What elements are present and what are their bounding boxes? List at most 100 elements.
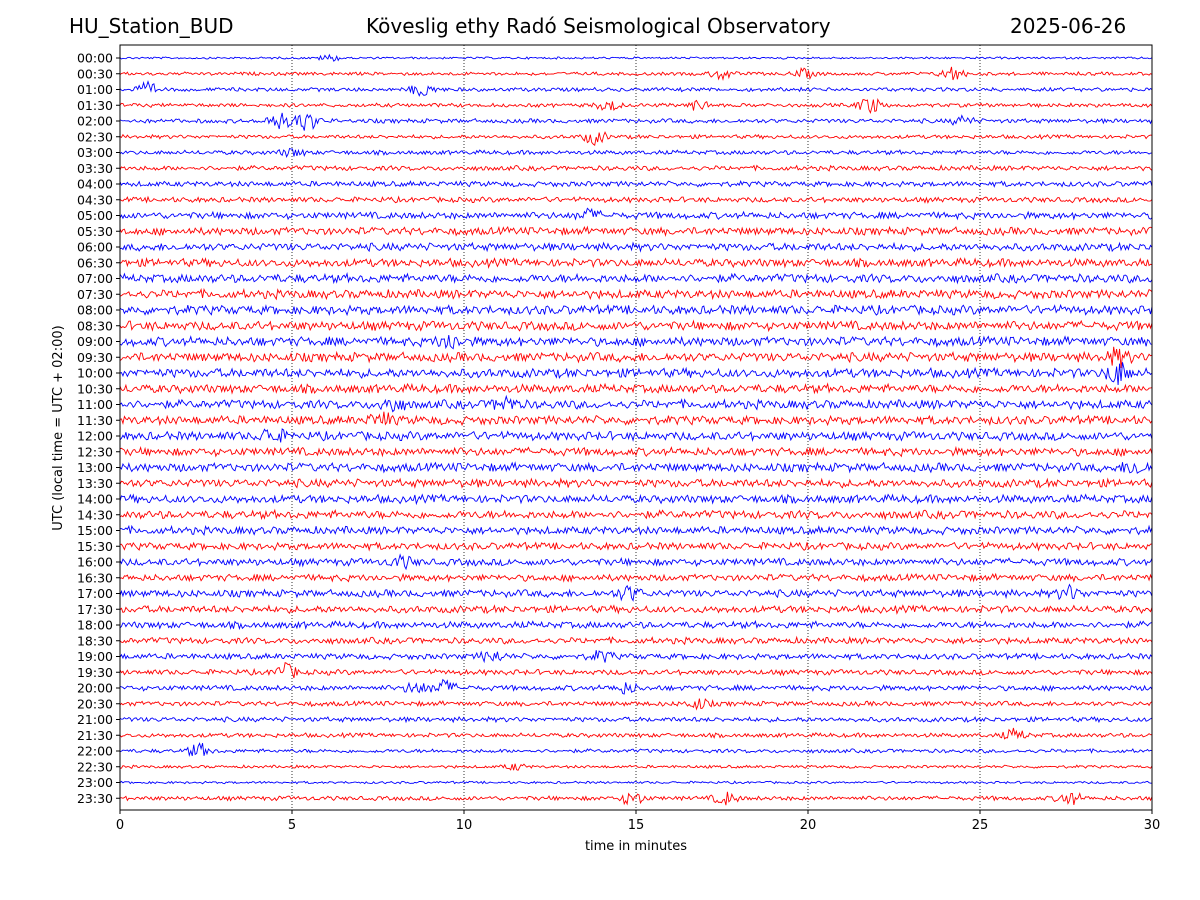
y-tick-label: 13:00	[77, 460, 113, 475]
y-tick-label: 03:00	[77, 145, 113, 160]
seismic-trace-line	[119, 698, 1153, 711]
seismic-trace-line	[119, 477, 1153, 489]
seismic-trace-line	[119, 650, 1153, 664]
y-tick-label: 22:00	[77, 744, 113, 759]
station-name: HU_Station_BUD	[69, 14, 234, 38]
seismic-trace-line	[119, 583, 1153, 602]
seismic-trace-line	[119, 508, 1153, 521]
x-tick-label: 10	[456, 818, 473, 833]
seismic-trace-line	[119, 256, 1153, 270]
seismic-trace-line	[119, 411, 1153, 427]
seismic-trace-line	[119, 780, 1153, 785]
seismic-trace-line	[119, 715, 1153, 724]
y-tick-label: 07:30	[77, 287, 113, 302]
y-tick-label: 15:30	[77, 539, 113, 554]
x-tick-label: 0	[116, 818, 124, 833]
y-tick-label: 20:30	[77, 696, 113, 711]
date-label: 2025-06-26	[1010, 14, 1127, 38]
seismic-trace-line	[119, 112, 1153, 131]
seismic-trace-line	[119, 678, 1153, 695]
x-tick-label: 25	[972, 818, 989, 833]
x-tick-label: 30	[1144, 818, 1161, 833]
seismic-trace-line	[119, 241, 1153, 253]
seismic-traces	[119, 53, 1153, 806]
seismic-trace-line	[119, 493, 1153, 506]
y-tick-label: 17:30	[77, 602, 113, 617]
seismic-trace-line	[119, 319, 1153, 333]
seismic-trace-line	[119, 303, 1153, 317]
y-tick-label: 15:00	[77, 523, 113, 538]
x-tick-label: 5	[288, 818, 296, 833]
seismic-trace-line	[119, 742, 1153, 758]
y-tick-label: 22:30	[77, 759, 113, 774]
y-tick-label: 05:30	[77, 224, 113, 239]
y-tick-label: 17:00	[77, 586, 113, 601]
y-tick-label: 21:30	[77, 728, 113, 743]
seismic-trace-line	[119, 334, 1153, 350]
y-tick-label: 01:30	[77, 98, 113, 113]
y-tick-label: 20:00	[77, 681, 113, 696]
y-tick-label: 18:30	[77, 633, 113, 648]
seismic-trace-line	[119, 524, 1153, 536]
y-tick-label: 04:00	[77, 177, 113, 192]
seismic-trace-line	[119, 619, 1153, 631]
y-tick-label: 12:00	[77, 429, 113, 444]
y-tick-label: 13:30	[77, 476, 113, 491]
y-axis-label: UTC (local time = UTC + 02:00)	[51, 325, 66, 530]
seismic-trace-line	[119, 179, 1153, 188]
seismic-trace-line	[119, 207, 1153, 221]
y-tick-label: 16:00	[77, 555, 113, 570]
seismic-trace-line	[119, 164, 1153, 172]
seismic-trace-line	[119, 80, 1153, 97]
seismic-trace-line	[119, 271, 1153, 285]
y-tick-label: 05:00	[77, 208, 113, 223]
seismic-trace-line	[119, 53, 1153, 62]
y-tick-label: 21:00	[77, 712, 113, 727]
y-tick-label: 06:30	[77, 255, 113, 270]
y-tick-label: 19:30	[77, 665, 113, 680]
seismic-trace-line	[119, 195, 1153, 204]
seismic-trace-line	[119, 131, 1153, 146]
seismic-trace-line	[119, 661, 1153, 679]
seismic-trace-line	[119, 66, 1153, 82]
x-tick-label: 15	[628, 818, 645, 833]
y-tick-label: 14:00	[77, 492, 113, 507]
x-axis-label: time in minutes	[585, 839, 687, 854]
seismic-trace-line	[119, 541, 1153, 552]
y-tick-label: 03:30	[77, 161, 113, 176]
seismic-trace-line	[119, 445, 1153, 458]
seismic-trace-line	[119, 428, 1153, 443]
y-tick-label: 10:00	[77, 366, 113, 381]
y-tick-label: 09:30	[77, 350, 113, 365]
seismic-trace-line	[119, 727, 1153, 740]
seismic-trace-line	[119, 382, 1153, 395]
y-tick-label: 04:30	[77, 192, 113, 207]
y-tick-label: 06:00	[77, 240, 113, 255]
y-tick-label: 23:00	[77, 775, 113, 790]
seismic-trace-line	[119, 225, 1153, 237]
seismic-trace-line	[119, 553, 1153, 571]
y-tick-label: 08:00	[77, 303, 113, 318]
y-tick-label: 02:30	[77, 129, 113, 144]
y-tick-label: 19:00	[77, 649, 113, 664]
seismic-trace-line	[119, 346, 1153, 369]
y-tick-label: 02:00	[77, 114, 113, 129]
observatory-title: Köveslig ethy Radó Seismological Observa…	[366, 14, 831, 38]
y-tick-label: 01:00	[77, 82, 113, 97]
seismic-trace-line	[119, 763, 1153, 771]
y-tick-label: 10:30	[77, 381, 113, 396]
y-tick-label: 07:00	[77, 271, 113, 286]
y-tick-label: 11:30	[77, 413, 113, 428]
seismic-trace-line	[119, 635, 1153, 646]
seismic-trace-line	[119, 362, 1153, 385]
y-tick-label: 00:00	[77, 51, 113, 66]
grid-lines	[291, 45, 981, 810]
seismic-trace-line	[119, 287, 1153, 301]
x-tick-label: 20	[800, 818, 817, 833]
y-tick-label: 16:30	[77, 570, 113, 585]
seismic-trace-line	[119, 147, 1153, 158]
y-tick-label: 18:00	[77, 618, 113, 633]
seismic-trace-line	[119, 791, 1153, 806]
y-tick-label: 00:30	[77, 66, 113, 81]
